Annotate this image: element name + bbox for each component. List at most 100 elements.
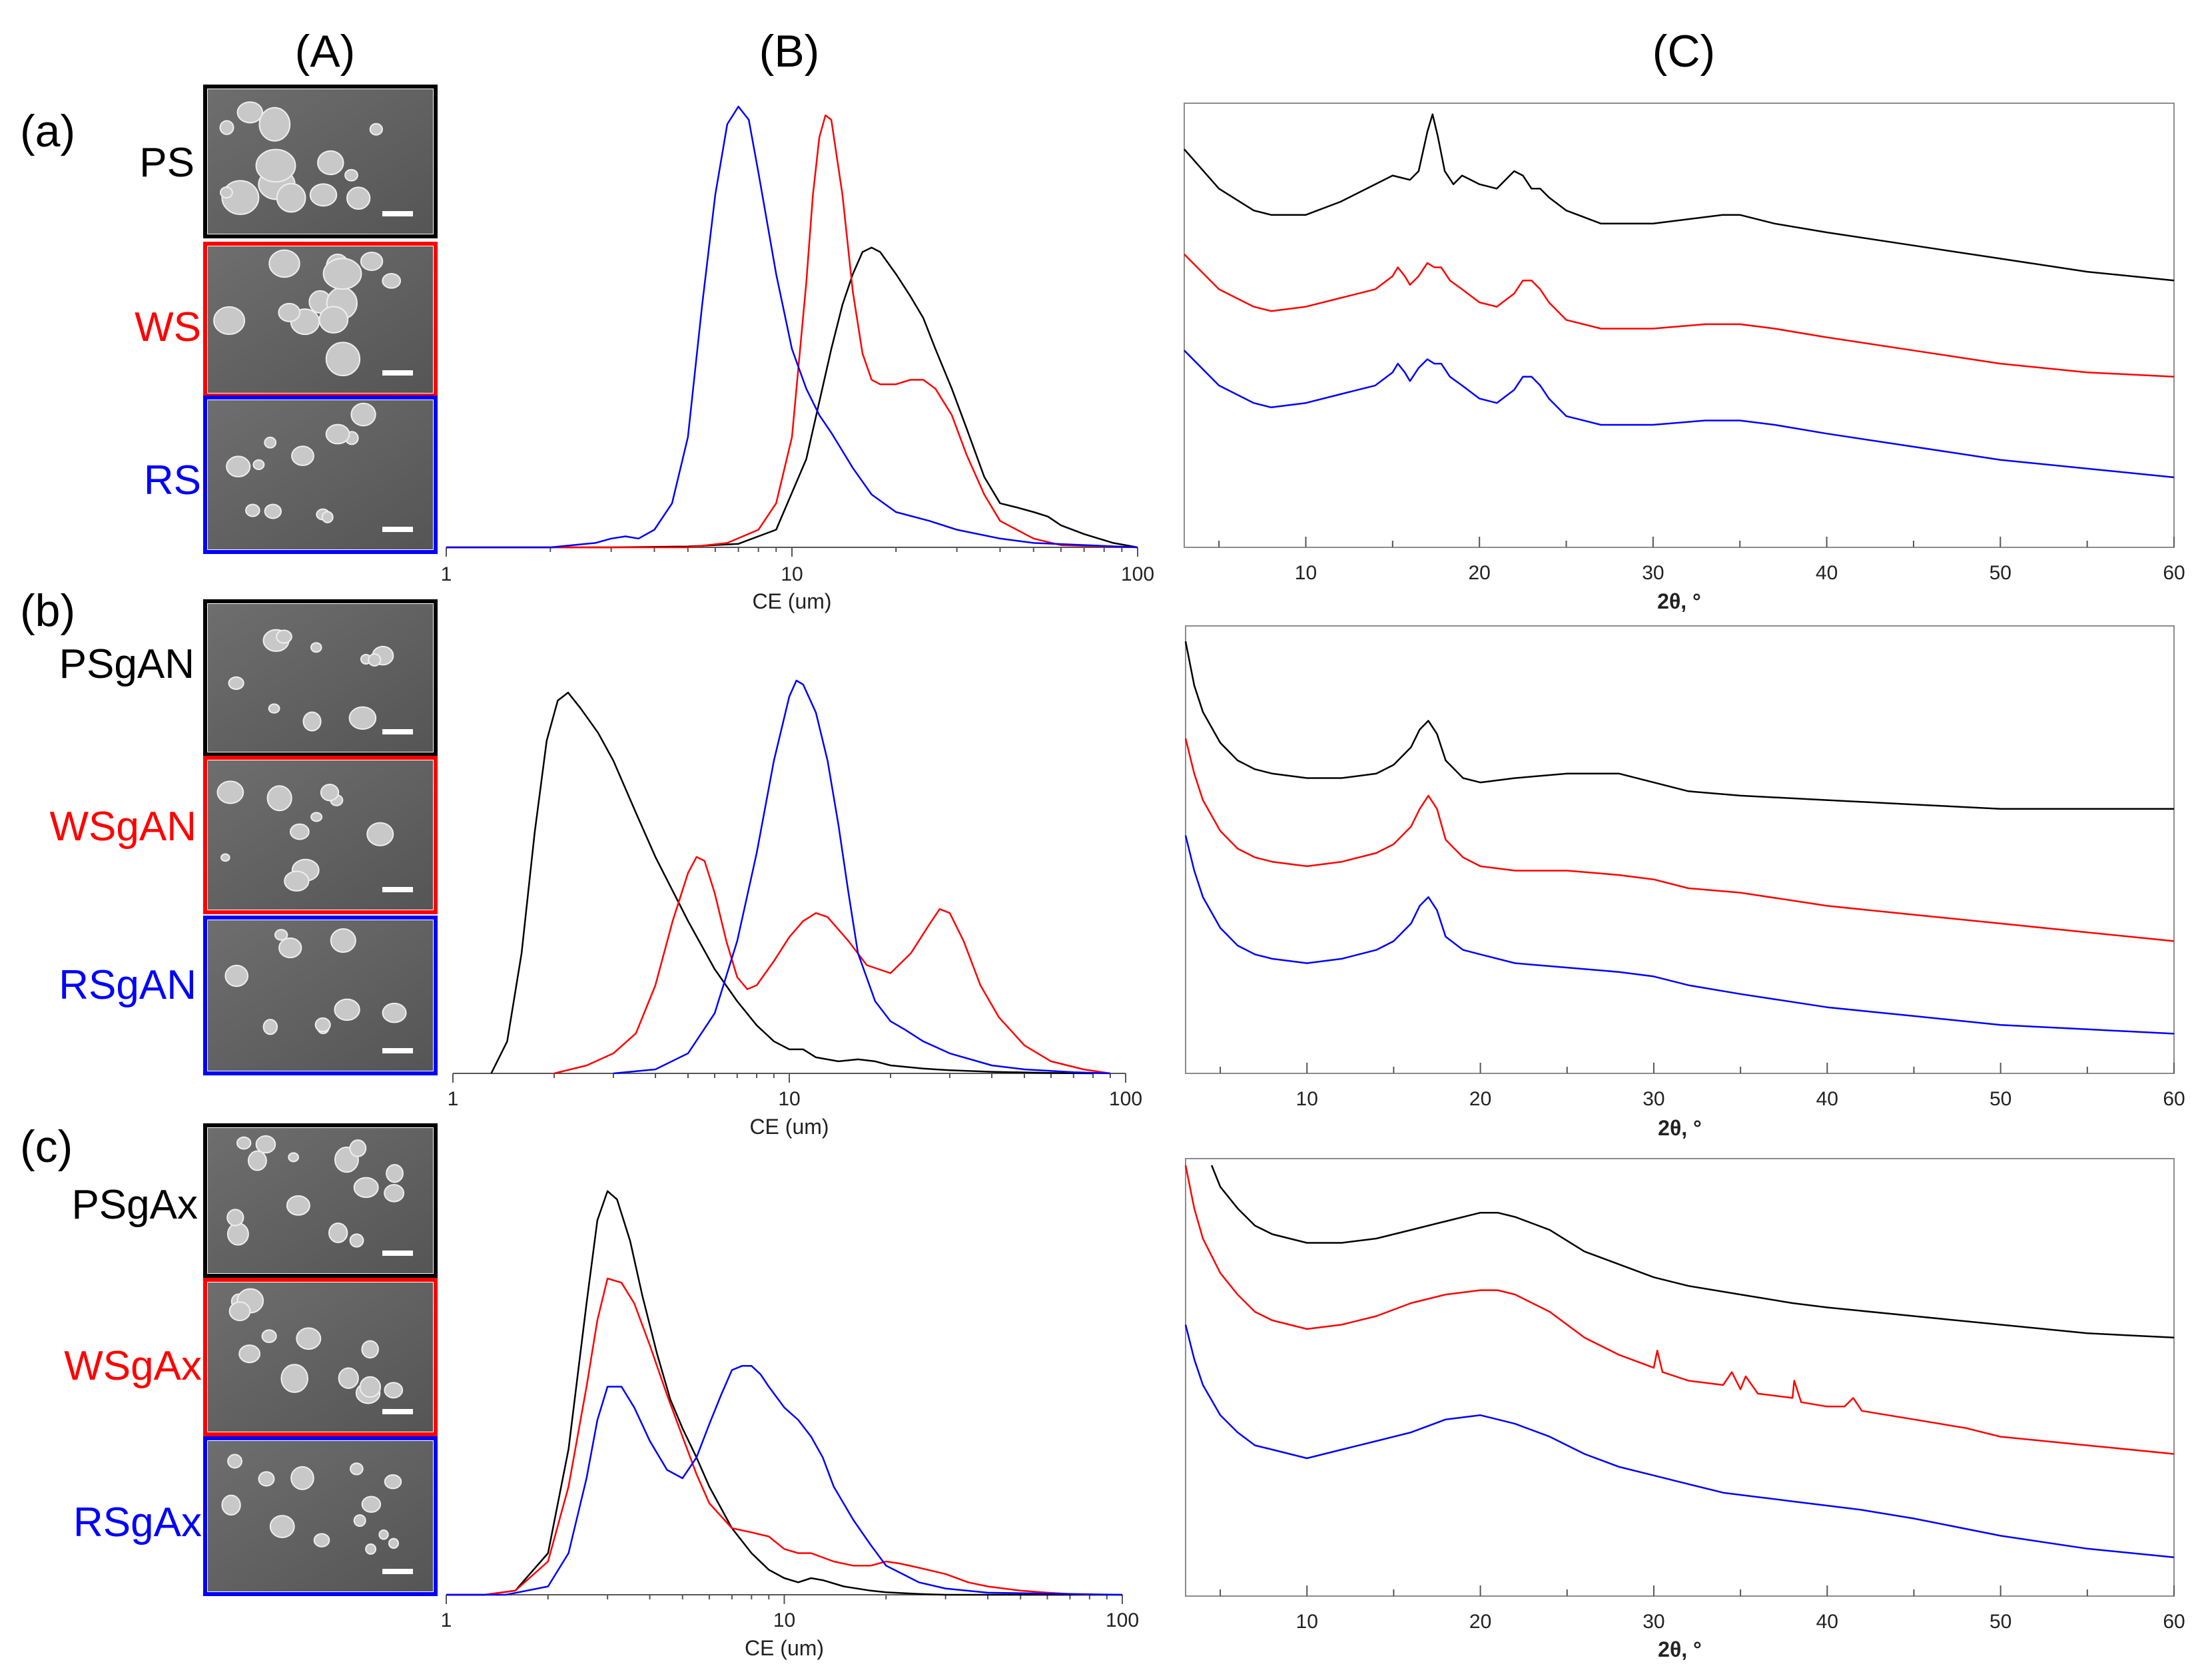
sem-particle <box>346 186 371 210</box>
chart-B-b: 1 10 100 CE (um) <box>448 679 1142 1139</box>
sem-image-4 <box>203 756 438 914</box>
x-axis-label: 2θ, ° <box>1658 1637 1702 1661</box>
x-tick-label: 10 <box>778 1088 800 1110</box>
sem-background <box>208 1441 433 1591</box>
sample-label-rsgax: RSgAx <box>73 1500 202 1545</box>
sem-particle <box>334 998 360 1021</box>
series-line-0 <box>490 691 1094 1075</box>
column-header-b: (B) <box>759 26 820 77</box>
x-tick-label: 20 <box>1469 1088 1491 1110</box>
sem-particle <box>349 1233 364 1248</box>
sem-image-3 <box>203 599 438 756</box>
x-axis-label: 2θ, ° <box>1657 589 1701 613</box>
sem-particle <box>268 703 280 714</box>
plot-frame <box>1185 1158 2175 1597</box>
series-line-2 <box>1184 350 2175 479</box>
sem-frame <box>203 599 438 756</box>
sem-particle <box>291 445 314 466</box>
sem-particle <box>369 123 383 136</box>
series-line-1 <box>1184 738 2175 942</box>
sem-particle <box>317 150 344 176</box>
sem-particle <box>348 706 377 730</box>
scale-bar <box>382 1409 413 1414</box>
sem-particle <box>384 1474 402 1490</box>
x-axis-label: CE (um) <box>745 1636 824 1660</box>
sem-background <box>208 604 433 752</box>
sample-label-ws: WS <box>135 304 201 350</box>
sem-particle <box>350 1462 364 1476</box>
sample-label-wsgan: WSgAN <box>50 804 196 850</box>
series-line-2 <box>446 105 1138 549</box>
row-label-b: (b) <box>20 585 75 636</box>
plot-frame <box>1184 103 2175 548</box>
sem-particle <box>318 306 349 334</box>
sem-particle <box>264 503 282 519</box>
sem-particle <box>386 1164 404 1183</box>
column-header-c: (C) <box>1652 26 1715 77</box>
scale-bar <box>382 729 413 734</box>
sem-image-2 <box>203 396 438 554</box>
sem-particle <box>302 711 322 732</box>
x-tick-label: 60 <box>2163 562 2185 584</box>
sem-particle <box>330 928 356 954</box>
sem-particle <box>221 1494 241 1516</box>
sem-particle <box>365 1543 377 1555</box>
sem-particle <box>353 1514 366 1528</box>
sem-particle <box>320 784 340 802</box>
series-line-0 <box>1184 113 2175 282</box>
x-tick-label: 100 <box>1106 1609 1139 1631</box>
x-tick-label: 1 <box>448 1088 459 1110</box>
scale-bar <box>382 370 413 376</box>
scale-bar <box>382 1048 413 1053</box>
x-tick-label: 40 <box>1816 1088 1838 1110</box>
sem-particle <box>361 1496 382 1513</box>
sem-frame <box>203 916 438 1075</box>
sem-particle <box>216 780 244 804</box>
sem-particle <box>353 1177 379 1199</box>
sem-background <box>208 920 433 1071</box>
x-tick-label: 10 <box>1296 1611 1318 1633</box>
sem-particle <box>366 822 394 846</box>
sample-label-wsgax: WSgAx <box>64 1343 202 1389</box>
x-axis-label: 2θ, ° <box>1658 1116 1702 1140</box>
x-tick-label: 10 <box>1296 1088 1318 1110</box>
x-tick-label: 10 <box>1295 562 1317 584</box>
sem-particle <box>321 511 334 523</box>
sem-particle <box>266 785 292 812</box>
x-tick-label: 50 <box>1990 1611 2011 1633</box>
sem-background <box>208 760 433 910</box>
series-line-2 <box>613 679 1110 1075</box>
sem-particle <box>350 402 376 427</box>
x-tick-label: 50 <box>1990 1088 2011 1110</box>
sem-particle <box>224 964 249 987</box>
x-tick-label: 20 <box>1469 1611 1491 1633</box>
sem-particle <box>359 1376 382 1398</box>
scale-bar <box>382 527 413 532</box>
scale-bar <box>382 887 413 892</box>
sem-particle <box>276 629 292 644</box>
sem-particle <box>255 1135 276 1154</box>
sem-particle <box>236 101 264 124</box>
sem-particle <box>322 258 362 290</box>
sem-particle <box>286 1195 310 1216</box>
sem-particle <box>310 642 322 653</box>
sem-particle <box>219 186 233 199</box>
sem-frame <box>203 396 438 554</box>
row-label-a: (a) <box>20 106 75 156</box>
sem-particle <box>219 120 234 135</box>
series-line-2 <box>446 1365 1123 1596</box>
series-line-1 <box>1184 253 2175 378</box>
sem-particle <box>227 1454 242 1469</box>
chart-B-a: 1 10 100 CE (um) <box>441 105 1154 613</box>
sem-particle <box>264 436 277 449</box>
sem-particle <box>384 1184 405 1203</box>
sample-label-ps: PS <box>139 140 194 186</box>
sem-particle <box>361 1340 379 1359</box>
sem-particle <box>278 937 302 959</box>
sem-frame <box>203 1278 438 1436</box>
column-header-a: (A) <box>295 26 356 77</box>
x-tick-label: 60 <box>2163 1088 2185 1110</box>
sem-particle <box>228 676 244 691</box>
sem-particle <box>268 249 300 278</box>
